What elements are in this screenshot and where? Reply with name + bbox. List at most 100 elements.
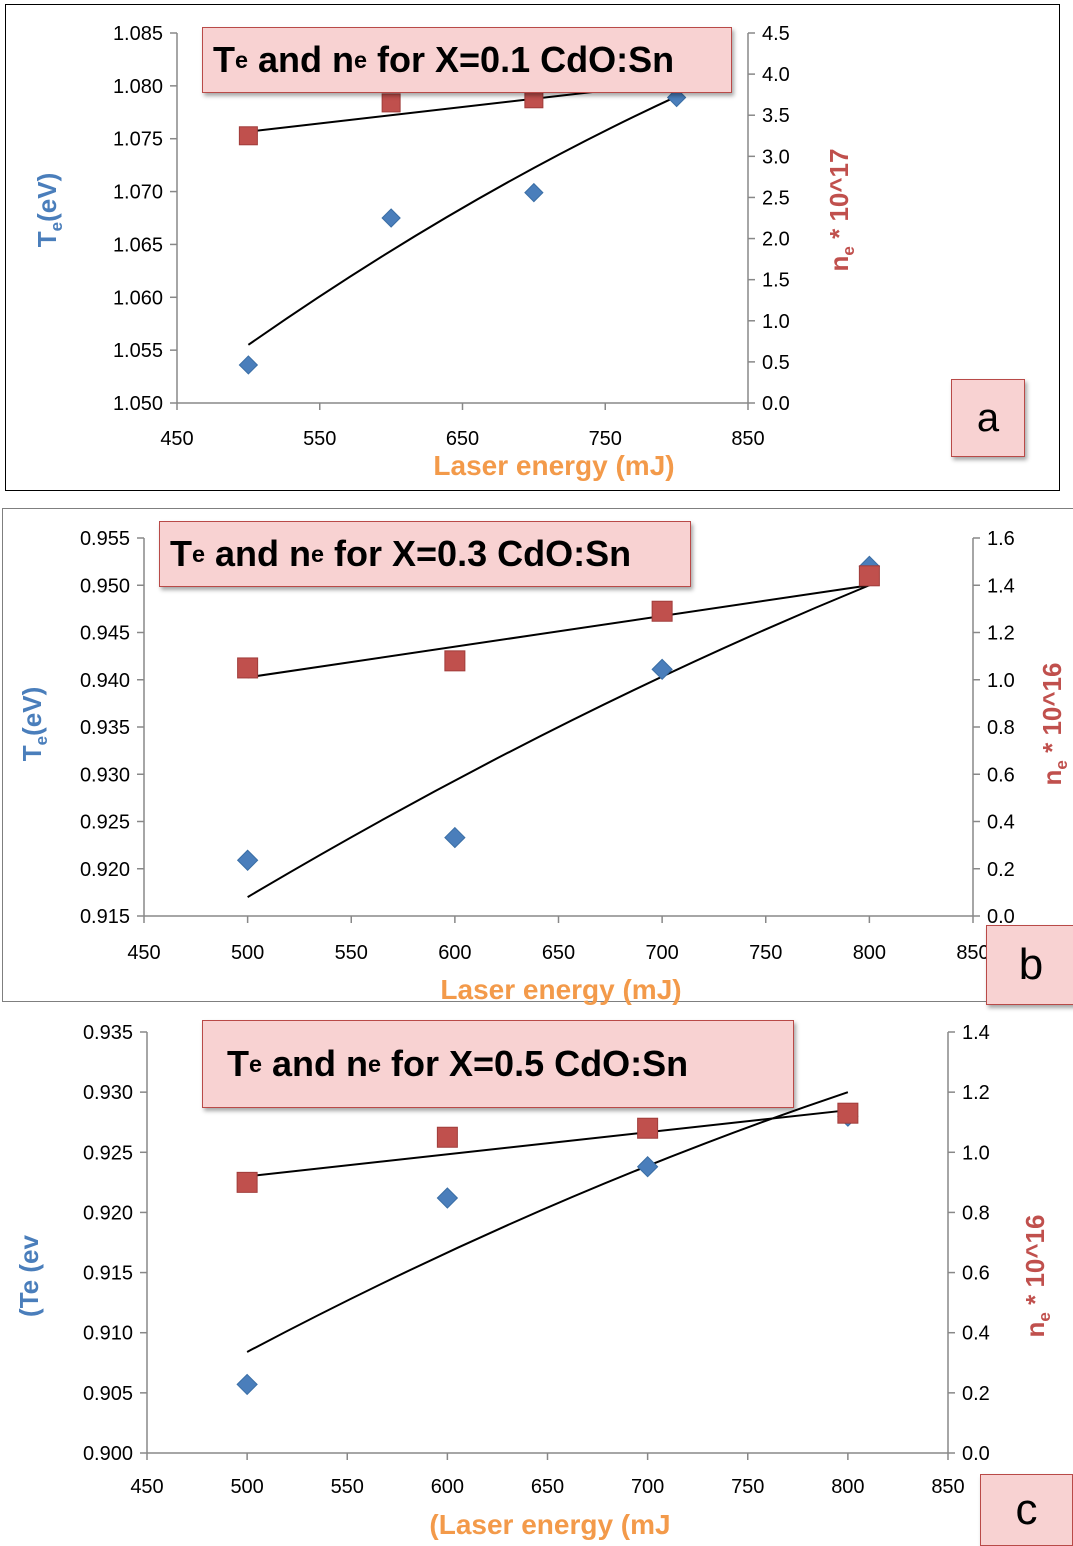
y-right-tick-label: 1.5: [762, 270, 790, 292]
y-right-tick-label: 0.0: [987, 906, 1015, 928]
te-point: [238, 355, 259, 375]
y-left-tick-label: 1.070: [113, 182, 163, 204]
y-right-tick-label: 0.8: [962, 1202, 990, 1224]
y-right-tick-label: 3.0: [762, 146, 790, 168]
x-tick-label: 700: [645, 942, 678, 964]
y-left-tick-label: 0.930: [80, 764, 130, 786]
chart-a-plot: 450 550 650 750 850 1.050 1.055 1.060 1.065 1.070…: [32, 23, 858, 481]
y-right-tick-label: 0.4: [962, 1323, 990, 1345]
y-axis-left-label: Te(eV): [17, 687, 51, 761]
x-tick-label: 550: [335, 942, 368, 964]
y-right-tick-label: 4.0: [762, 64, 790, 86]
x-tick-label: 800: [831, 1476, 864, 1498]
y-right-tick-label: 1.2: [962, 1082, 990, 1104]
y-axis-right-label: ne * 10^16: [1037, 663, 1071, 786]
te-point: [236, 1373, 258, 1396]
y-right-tick-label: 4.5: [762, 23, 790, 45]
x-axis-label: Laser energy (mJ): [440, 974, 681, 1005]
x-axis-label: (Laser energy (mJ: [429, 1509, 670, 1540]
ne-trendline: [247, 1109, 848, 1178]
y-axis-right-label: ne * 10^16: [1020, 1215, 1054, 1338]
te-trendline: [247, 584, 870, 898]
y-left-tick-label: 1.050: [113, 393, 163, 415]
chart-b-plot: 450 500 550 600 650 700 750 800 850 0.915 0.920 0.9…: [17, 528, 1071, 1005]
y-left-tick-label: 0.920: [83, 1202, 133, 1224]
y-right-tick-label: 0.0: [762, 393, 790, 415]
y-axis-right-label: ne * 10^17: [824, 149, 858, 272]
chart-panel-b: 450 500 550 600 650 700 750 800 850 0.915 0.920 0.9…: [2, 508, 1073, 1005]
y-left-tick-label: 0.925: [80, 812, 130, 834]
chart-c-plot: 450 500 550 600 650 700 750 800 850 0.900 0.905 0.9…: [14, 1022, 1054, 1540]
x-tick-label: 500: [230, 1476, 263, 1498]
te-trendline: [247, 95, 678, 346]
x-axis-label: Laser energy (mJ): [433, 450, 674, 481]
x-tick-label: 850: [956, 942, 989, 964]
x-tick-label: 600: [438, 942, 471, 964]
y-left-tick-label: 0.935: [83, 1022, 133, 1044]
y-left-tick-label: 0.910: [83, 1323, 133, 1345]
y-left-tick-label: 0.925: [83, 1142, 133, 1164]
x-tick-label: 500: [231, 942, 264, 964]
te-point: [436, 1187, 459, 1209]
te-point: [636, 1156, 659, 1178]
ne-point: [444, 650, 466, 672]
x-tick-label: 700: [631, 1476, 664, 1498]
y-right-tick-label: 0.8: [987, 717, 1015, 739]
y-axis-left-label: (Te (ev: [14, 1235, 44, 1317]
chart-b-panel-label: b: [986, 925, 1073, 1005]
y-left-tick-label: 0.950: [80, 575, 130, 597]
x-tick-label: 650: [542, 942, 575, 964]
y-left-tick-label: 0.935: [80, 717, 130, 739]
y-left-tick-label: 0.940: [80, 670, 130, 692]
y-right-tick-label: 0.0: [962, 1443, 990, 1465]
te-point: [524, 182, 544, 203]
y-right-tick-label: 0.6: [962, 1263, 990, 1285]
te-trendline: [246, 1091, 849, 1353]
x-tick-label: 450: [127, 942, 160, 964]
y-left-tick-label: 0.920: [80, 859, 130, 881]
ne-trendline: [247, 584, 870, 679]
y-right-tick-label: 3.5: [762, 105, 790, 127]
y-left-tick-label: 1.060: [113, 287, 163, 309]
x-tick-label: 850: [731, 428, 764, 450]
y-right-tick-label: 0.2: [962, 1383, 990, 1405]
y-right-tick-label: 0.4: [987, 812, 1015, 834]
chart-panel-a: 450 550 650 750 850 1.050 1.055 1.060 1.065 1.070…: [5, 4, 1060, 491]
y-left-tick-label: 1.055: [113, 340, 163, 362]
y-left-tick-label: 1.075: [113, 129, 163, 151]
y-right-tick-label: 1.2: [987, 623, 1015, 645]
ne-point: [237, 657, 259, 679]
x-tick-label: 550: [331, 1476, 364, 1498]
y-right-tick-label: 1.0: [962, 1142, 990, 1164]
ne-point: [436, 1126, 458, 1148]
chart-panel-c: 450 500 550 600 650 700 750 800 850 0.900 0.905 0.9…: [8, 1016, 1073, 1546]
x-tick-label: 550: [303, 428, 336, 450]
y-left-tick-label: 0.945: [80, 623, 130, 645]
y-left-tick-label: 0.915: [80, 906, 130, 928]
ne-point: [651, 600, 673, 622]
ne-point: [381, 93, 401, 113]
x-tick-label: 750: [749, 942, 782, 964]
x-tick-label: 650: [446, 428, 479, 450]
te-point: [651, 658, 673, 681]
y-right-tick-label: 2.5: [762, 187, 790, 209]
ne-point: [837, 1102, 859, 1124]
y-right-tick-label: 1.0: [987, 670, 1015, 692]
ne-point: [637, 1117, 659, 1139]
y-right-tick-label: 1.4: [987, 575, 1015, 597]
y-left-tick-label: 0.955: [80, 528, 130, 550]
y-axis-left-label: Te(eV): [32, 173, 66, 247]
x-tick-label: 650: [531, 1476, 564, 1498]
x-tick-label: 450: [130, 1476, 163, 1498]
y-right-tick-label: 1.0: [762, 311, 790, 333]
x-tick-label: 600: [431, 1476, 464, 1498]
y-left-tick-label: 0.900: [83, 1443, 133, 1465]
y-left-tick-label: 1.080: [113, 76, 163, 98]
y-right-tick-label: 0.6: [987, 764, 1015, 786]
y-left-tick-label: 0.915: [83, 1263, 133, 1285]
y-left-tick-label: 0.905: [83, 1383, 133, 1405]
chart-c-panel-label: c: [980, 1474, 1073, 1546]
te-point: [444, 826, 466, 849]
x-tick-label: 450: [160, 428, 193, 450]
